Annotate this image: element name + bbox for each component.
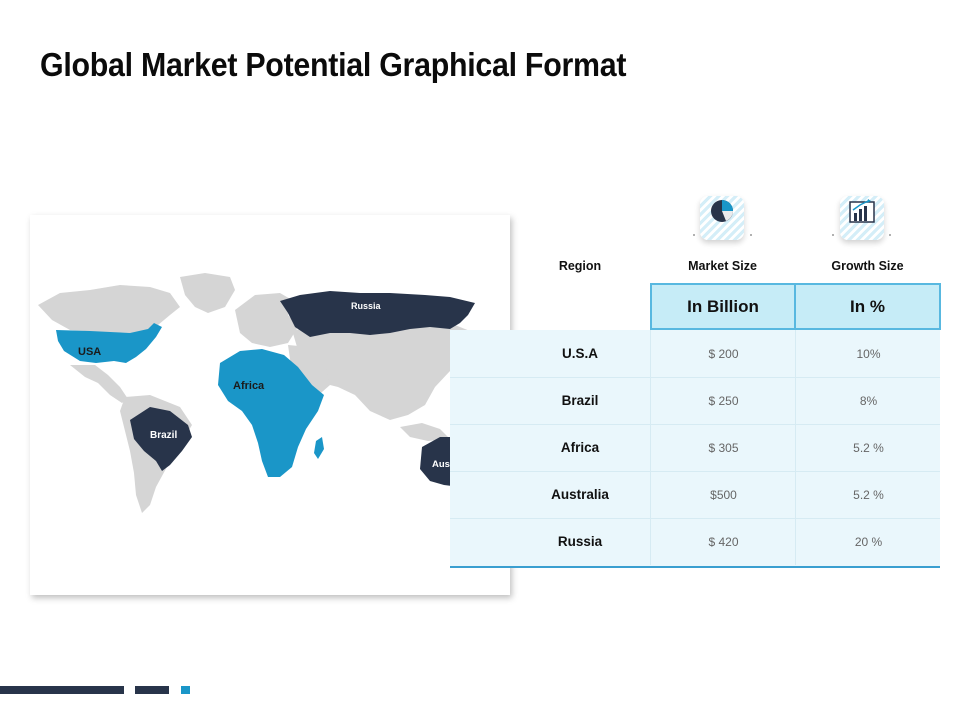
cell-market-size: $ 420 (650, 518, 796, 565)
cell-growth-size: 20 % (795, 518, 941, 565)
russia-shape (280, 291, 475, 337)
africa-shape (218, 349, 324, 477)
map-label-usa: USA (78, 346, 101, 358)
decor-dot (750, 234, 752, 236)
bar-chart-growth-icon (849, 199, 875, 223)
world-map-card: USA Brazil Africa Russia Australi (30, 215, 510, 595)
world-map: USA Brazil Africa Russia Australi (38, 273, 494, 513)
asia-shape (292, 323, 475, 420)
map-label-africa: Africa (233, 380, 265, 392)
cell-region: U.S.A (561, 346, 598, 361)
cell-region: Australia (551, 487, 609, 502)
usa-shape (56, 323, 162, 363)
header-region: Region (558, 259, 602, 273)
cell-growth-size: 10% (795, 330, 941, 377)
market-size-icon-box (700, 196, 744, 240)
north-america-shape (38, 285, 180, 333)
page-title: Global Market Potential Graphical Format (40, 46, 627, 83)
decor-dot (832, 234, 834, 236)
cell-region: Brazil (561, 393, 599, 408)
cell-market-size: $ 305 (650, 424, 796, 471)
madagascar-shape (314, 437, 324, 459)
footer-bar-short (135, 686, 169, 694)
table-row: Russia $ 420 20 % (450, 518, 940, 565)
table-row: Brazil $ 250 8% (450, 377, 940, 425)
table-row: Australia $500 5.2 % (450, 471, 940, 519)
decor-dot (693, 234, 695, 236)
growth-size-icon-box (840, 196, 884, 240)
cell-region: Africa (560, 440, 600, 455)
table-row: U.S.A $ 200 10% (450, 330, 940, 378)
cell-growth-size: 5.2 % (795, 471, 941, 518)
cell-growth-size: 8% (795, 377, 941, 424)
map-label-brazil: Brazil (150, 430, 177, 441)
pie-chart-icon (711, 200, 733, 222)
market-table: U.S.A $ 200 10% Brazil $ 250 8% Africa $… (450, 330, 940, 568)
cell-market-size: $500 (650, 471, 796, 518)
map-label-australia: Australi (432, 459, 467, 470)
cell-market-size: $ 250 (650, 377, 796, 424)
indonesia-shape (400, 423, 450, 441)
map-label-russia: Russia (351, 301, 382, 311)
cell-region: Russia (557, 534, 603, 549)
brazil-shape (130, 407, 192, 471)
europe-shape (235, 293, 298, 347)
greenland-shape (180, 273, 235, 313)
footer-bar-long (0, 686, 124, 694)
footer-bar-accent (181, 686, 190, 694)
decor-dot (889, 234, 891, 236)
header-growth-size: Growth Size (831, 259, 904, 273)
units-percent: In % (794, 283, 941, 330)
header-market-size: Market Size (688, 259, 757, 273)
cell-market-size: $ 200 (650, 330, 796, 377)
central-america-shape (70, 365, 128, 403)
cell-growth-size: 5.2 % (795, 424, 941, 471)
units-billion: In Billion (650, 283, 796, 330)
table-row: Africa $ 305 5.2 % (450, 424, 940, 472)
